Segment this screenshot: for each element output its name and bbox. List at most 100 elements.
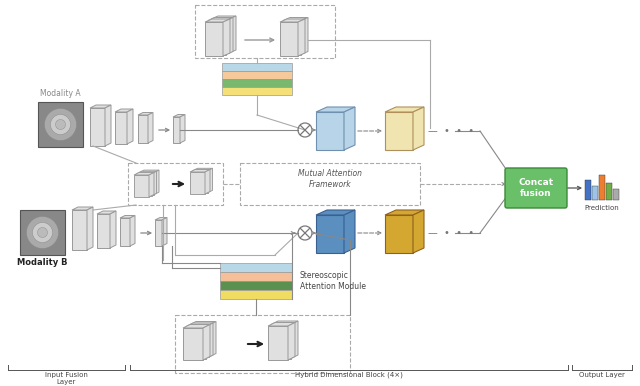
Polygon shape xyxy=(301,17,308,54)
Polygon shape xyxy=(110,211,116,248)
Polygon shape xyxy=(268,326,288,360)
Polygon shape xyxy=(115,112,127,144)
Polygon shape xyxy=(207,168,212,193)
Polygon shape xyxy=(72,210,87,250)
Polygon shape xyxy=(413,107,424,150)
Bar xyxy=(613,189,619,200)
Polygon shape xyxy=(136,171,157,174)
Polygon shape xyxy=(134,175,149,197)
Bar xyxy=(128,163,223,205)
Polygon shape xyxy=(90,108,105,146)
Text: Concat
fusion: Concat fusion xyxy=(518,178,554,198)
Polygon shape xyxy=(226,17,233,54)
Polygon shape xyxy=(120,218,130,246)
Polygon shape xyxy=(271,325,291,359)
FancyBboxPatch shape xyxy=(505,168,567,208)
Text: Prediction: Prediction xyxy=(584,205,620,211)
Text: —  •  •  •: — • • • xyxy=(428,126,474,136)
Text: —  •  •  •: — • • • xyxy=(428,228,474,238)
Polygon shape xyxy=(344,107,355,150)
Circle shape xyxy=(26,217,58,249)
Bar xyxy=(240,163,420,205)
Polygon shape xyxy=(186,323,213,327)
Bar xyxy=(38,102,83,147)
Polygon shape xyxy=(90,105,111,108)
Polygon shape xyxy=(149,173,154,197)
Polygon shape xyxy=(87,207,93,250)
Polygon shape xyxy=(105,105,111,146)
Bar xyxy=(222,87,292,95)
Polygon shape xyxy=(385,107,424,112)
Polygon shape xyxy=(316,107,355,112)
Polygon shape xyxy=(208,17,233,20)
Text: Input Fusion
Layer: Input Fusion Layer xyxy=(45,372,88,385)
Polygon shape xyxy=(413,210,424,253)
Polygon shape xyxy=(173,117,180,143)
Polygon shape xyxy=(127,109,133,144)
Bar xyxy=(222,79,292,87)
Circle shape xyxy=(45,108,77,141)
Polygon shape xyxy=(134,173,154,175)
Circle shape xyxy=(56,120,65,129)
Polygon shape xyxy=(189,325,209,357)
Polygon shape xyxy=(211,19,229,53)
Polygon shape xyxy=(280,22,298,56)
Polygon shape xyxy=(193,168,212,171)
Polygon shape xyxy=(155,217,167,220)
Polygon shape xyxy=(190,169,210,172)
Polygon shape xyxy=(316,215,344,253)
Polygon shape xyxy=(271,321,298,325)
Text: Mutual Attention
Framework: Mutual Attention Framework xyxy=(298,169,362,189)
Polygon shape xyxy=(205,22,223,56)
Polygon shape xyxy=(208,20,226,54)
Circle shape xyxy=(33,222,52,242)
Text: Stereoscopic
Attention Module: Stereoscopic Attention Module xyxy=(300,271,366,291)
Polygon shape xyxy=(183,328,203,360)
Polygon shape xyxy=(205,19,230,22)
Bar xyxy=(599,175,605,200)
Polygon shape xyxy=(283,17,308,20)
Polygon shape xyxy=(206,323,213,359)
Bar xyxy=(222,63,292,71)
Bar xyxy=(606,183,612,200)
Polygon shape xyxy=(280,19,305,22)
Text: Modality A: Modality A xyxy=(40,89,81,98)
Polygon shape xyxy=(155,220,162,246)
Polygon shape xyxy=(152,171,157,196)
Polygon shape xyxy=(316,210,355,215)
Circle shape xyxy=(51,115,70,134)
Bar xyxy=(585,180,591,200)
Bar xyxy=(220,281,292,290)
Polygon shape xyxy=(298,19,305,56)
Polygon shape xyxy=(173,115,185,117)
Polygon shape xyxy=(139,173,154,195)
Polygon shape xyxy=(183,325,210,328)
Polygon shape xyxy=(139,170,159,173)
Bar xyxy=(592,186,598,200)
Polygon shape xyxy=(72,207,93,210)
Polygon shape xyxy=(205,169,210,194)
Polygon shape xyxy=(211,16,236,19)
Polygon shape xyxy=(203,325,210,360)
Polygon shape xyxy=(283,20,301,54)
Polygon shape xyxy=(180,115,185,143)
Text: Modality B: Modality B xyxy=(17,258,68,267)
Polygon shape xyxy=(209,322,216,357)
Polygon shape xyxy=(268,322,295,326)
Text: Hybrid Dimensional Block (4×): Hybrid Dimensional Block (4×) xyxy=(295,372,403,379)
Polygon shape xyxy=(186,327,206,359)
Polygon shape xyxy=(115,109,133,112)
Polygon shape xyxy=(148,112,153,143)
Bar xyxy=(20,210,65,255)
Polygon shape xyxy=(291,321,298,359)
Polygon shape xyxy=(138,115,148,143)
Polygon shape xyxy=(229,16,236,53)
Bar xyxy=(195,5,335,58)
Polygon shape xyxy=(97,214,110,248)
Polygon shape xyxy=(344,210,355,253)
Polygon shape xyxy=(97,211,116,214)
Polygon shape xyxy=(385,112,413,150)
Polygon shape xyxy=(223,19,230,56)
Polygon shape xyxy=(385,215,413,253)
Polygon shape xyxy=(130,215,135,246)
